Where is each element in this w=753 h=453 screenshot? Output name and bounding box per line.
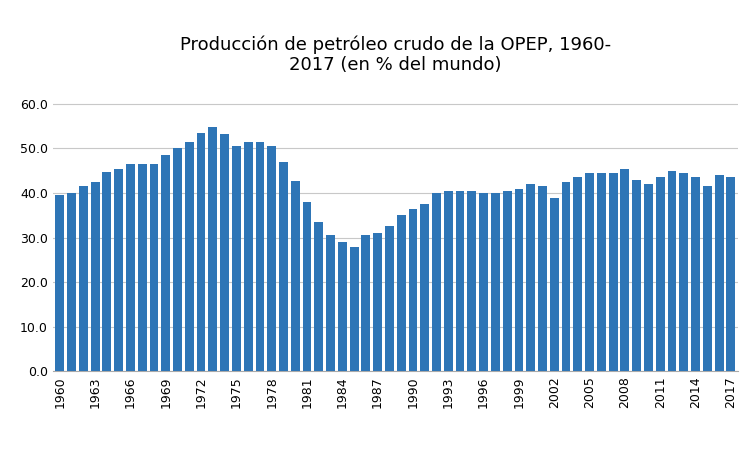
Bar xyxy=(585,173,594,371)
Bar xyxy=(373,233,382,371)
Bar xyxy=(620,169,630,371)
Bar xyxy=(173,148,182,371)
Bar xyxy=(432,193,441,371)
Bar xyxy=(715,175,724,371)
Bar xyxy=(409,209,417,371)
Bar xyxy=(150,164,158,371)
Bar xyxy=(338,242,347,371)
Bar xyxy=(185,142,194,371)
Bar xyxy=(303,202,312,371)
Bar xyxy=(456,191,465,371)
Bar xyxy=(326,236,335,371)
Bar xyxy=(479,193,488,371)
Bar xyxy=(573,178,582,371)
Bar xyxy=(56,195,64,371)
Bar xyxy=(244,142,252,371)
Bar xyxy=(491,193,500,371)
Bar xyxy=(538,186,547,371)
Title: Producción de petróleo crudo de la OPEP, 1960-
2017 (en % del mundo): Producción de petróleo crudo de la OPEP,… xyxy=(180,35,611,74)
Bar xyxy=(608,173,617,371)
Bar xyxy=(526,184,535,371)
Bar xyxy=(679,173,688,371)
Bar xyxy=(385,226,394,371)
Bar xyxy=(279,162,288,371)
Bar xyxy=(691,178,700,371)
Bar xyxy=(597,173,605,371)
Bar xyxy=(550,198,559,371)
Bar xyxy=(197,133,206,371)
Bar xyxy=(668,171,676,371)
Bar xyxy=(79,186,88,371)
Bar xyxy=(562,182,571,371)
Bar xyxy=(220,134,229,371)
Bar xyxy=(138,164,147,371)
Bar xyxy=(633,180,641,371)
Bar xyxy=(444,191,453,371)
Bar xyxy=(397,215,406,371)
Bar xyxy=(291,181,300,371)
Bar xyxy=(361,236,370,371)
Bar xyxy=(255,142,264,371)
Bar xyxy=(114,169,123,371)
Bar xyxy=(727,178,735,371)
Bar xyxy=(349,246,358,371)
Bar xyxy=(503,191,511,371)
Bar xyxy=(420,204,429,371)
Bar xyxy=(315,222,323,371)
Bar xyxy=(656,178,665,371)
Bar xyxy=(644,184,653,371)
Bar xyxy=(102,172,111,371)
Bar xyxy=(232,146,241,371)
Bar xyxy=(703,186,712,371)
Bar xyxy=(468,191,476,371)
Bar xyxy=(126,164,135,371)
Bar xyxy=(209,127,218,371)
Bar xyxy=(514,188,523,371)
Bar xyxy=(90,182,99,371)
Bar xyxy=(67,193,76,371)
Bar xyxy=(161,155,170,371)
Bar xyxy=(267,146,276,371)
